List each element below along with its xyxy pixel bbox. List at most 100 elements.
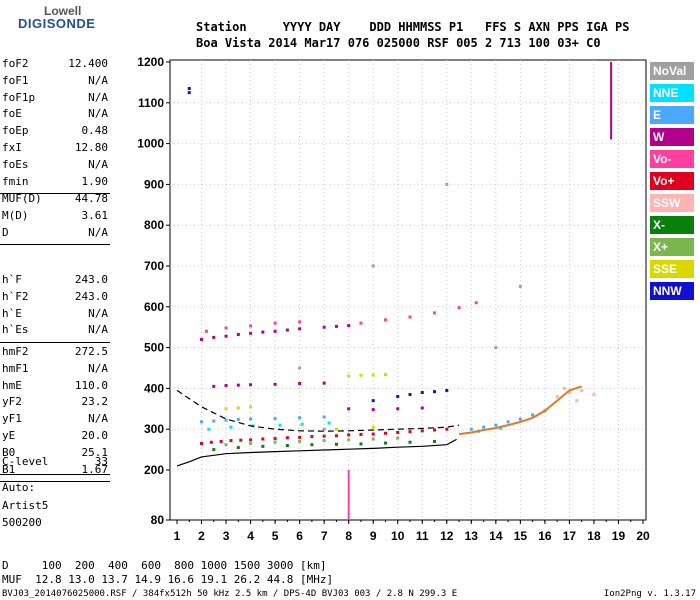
data-point-w	[249, 383, 253, 387]
param-value: 1.67	[81, 462, 109, 476]
param-separator	[0, 473, 110, 475]
data-point-sse	[236, 406, 240, 410]
footer-muf-row: MUF 12.8 13.0 13.7 14.9 16.6 19.1 26.2 4…	[2, 573, 334, 586]
data-point-vo	[457, 306, 461, 310]
param-value: N/A	[88, 412, 108, 426]
data-point-sse	[334, 427, 338, 431]
param-key: foF1p	[2, 90, 36, 104]
param-value: 25.1	[81, 445, 109, 459]
param-value: 272.5	[74, 345, 108, 358]
data-point-nne	[327, 421, 331, 425]
data-point-w	[396, 407, 400, 411]
x-tick-label: 2	[198, 529, 205, 543]
param-separator	[0, 481, 110, 483]
legend-item-noval: NoVal	[650, 62, 694, 80]
data-point-vo	[285, 436, 289, 440]
param-value: 243.0	[74, 289, 108, 303]
data-point-w	[236, 333, 240, 337]
param-d: D N/A	[2, 226, 108, 244]
param-hmf1: hmF1 N/A	[2, 362, 108, 380]
data-point-w	[285, 328, 289, 332]
x-tick-label: 18	[587, 529, 601, 543]
trace-curve	[458, 385, 583, 436]
data-point-vo	[433, 311, 437, 315]
param-value: N/A	[88, 323, 108, 337]
x-tick-label: 15	[514, 529, 528, 543]
param-key: h`F2	[2, 289, 29, 303]
param-key: foEp	[2, 124, 29, 138]
param-key: h`Es	[2, 323, 29, 337]
data-point-e	[212, 419, 216, 423]
param-key: foEs	[2, 157, 29, 171]
side-note-artist: Artist5	[2, 499, 49, 512]
x-tick-label: 13	[465, 529, 479, 543]
param-key: MUF(D)	[2, 192, 42, 205]
param-key: yF2	[2, 395, 22, 409]
legend-item-sse: SSE	[650, 260, 694, 278]
legend-item-vo: Vo+	[650, 172, 694, 190]
param-yf1: yF1 N/A	[2, 412, 108, 430]
side-note-code: 500200	[2, 516, 42, 529]
param-value: 44.78	[74, 192, 108, 205]
data-point-vo	[249, 438, 253, 442]
data-point-nnw	[371, 399, 375, 403]
data-point-e	[482, 425, 486, 429]
data-point-e	[322, 415, 326, 419]
param-value: N/A	[88, 107, 108, 121]
param-key: yF1	[2, 412, 22, 426]
data-point-e	[224, 418, 228, 422]
data-point-x	[396, 436, 400, 440]
data-point-noval	[518, 284, 522, 288]
param-key: foE	[2, 107, 22, 121]
param-key: fmin	[2, 174, 29, 188]
y-tick-label: 80	[151, 513, 165, 527]
param-fof1: foF1 N/A	[2, 74, 108, 92]
data-point-ssw	[567, 390, 571, 394]
data-point-nne	[499, 426, 503, 430]
param-key: B0	[2, 445, 16, 459]
param-separator	[0, 244, 110, 246]
data-point-x	[408, 440, 412, 444]
data-point-x	[249, 441, 253, 445]
y-tick-label: 900	[144, 177, 164, 191]
data-point-nnw	[420, 390, 424, 394]
data-point-e	[236, 417, 240, 421]
param-value: 0.48	[81, 124, 109, 138]
plot-frame	[169, 59, 647, 521]
data-point-w	[322, 381, 326, 385]
legend-item-nne: NNE	[650, 84, 694, 102]
y-tick-label: 400	[144, 381, 164, 395]
data-point-vo	[383, 318, 387, 322]
param-key: fxI	[2, 141, 22, 154]
x-tick-label: 11	[416, 529, 429, 543]
data-point-noval	[298, 366, 302, 370]
data-point-nnw	[187, 87, 191, 91]
data-point-sse	[371, 425, 375, 429]
x-tick-label: 8	[345, 529, 352, 543]
data-point-vo	[298, 320, 302, 324]
data-point-x	[359, 442, 363, 446]
data-point-vo	[433, 428, 437, 432]
data-point-x	[224, 443, 228, 447]
param-value: 3.61	[81, 208, 109, 222]
param-value: N/A	[88, 157, 108, 171]
data-point-sse	[347, 374, 351, 378]
data-point-ssw	[563, 386, 567, 390]
data-point-sse	[359, 373, 363, 377]
param-he: h`E N/A	[2, 307, 108, 325]
profile-dashed-line	[176, 389, 460, 432]
footer-version: Ion2Png v. 1.3.17	[603, 589, 696, 599]
header-labels: Station YYYY DAY DDD HHMMSS P1 FFS S AXN…	[196, 20, 630, 34]
param-key: M(D)	[2, 208, 29, 222]
param-hes: h`Es N/A	[2, 323, 108, 341]
data-point-vo	[273, 321, 277, 325]
data-point-nne	[278, 423, 282, 427]
x-tick-label: 12	[440, 529, 454, 543]
data-point-w	[347, 407, 351, 411]
param-fxi: fxI 12.80	[2, 141, 108, 159]
param-key: foF1	[2, 73, 29, 87]
data-point-w	[322, 325, 326, 329]
legend-item-w: W	[650, 128, 694, 146]
data-point-x	[236, 446, 240, 450]
x-tick-label: 4	[247, 529, 254, 543]
